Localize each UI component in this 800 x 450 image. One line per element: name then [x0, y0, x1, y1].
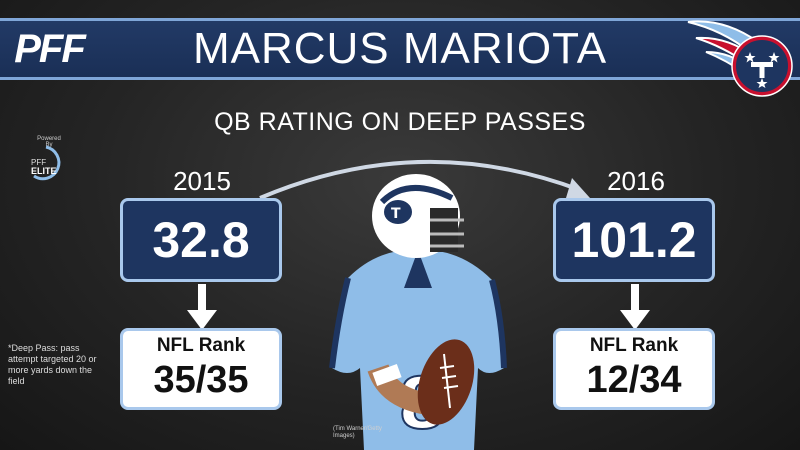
player-name: MARCUS MARIOTA	[192, 24, 608, 73]
rank-2015-box: NFL Rank 35/35	[120, 328, 282, 410]
rank-2015-value: 35/35	[153, 359, 249, 401]
pff-logo: PFF	[14, 27, 86, 71]
quarterback-photo: 8 T	[329, 174, 507, 450]
year-2015-label: 2015	[173, 166, 231, 196]
header-banner	[0, 18, 800, 80]
chart-subtitle: QB RATING ON DEEP PASSES	[214, 108, 586, 136]
pff-elite-text: ELITE	[31, 166, 57, 176]
curved-arrow-icon	[259, 159, 590, 200]
photo-credit: (Tim Warner/Getty Images)	[333, 426, 382, 439]
year-2016-label: 2016	[607, 166, 665, 196]
svg-text:T: T	[391, 206, 401, 222]
down-arrow-icon	[620, 284, 650, 330]
pff-elite-ring-icon	[33, 145, 61, 181]
titans-logo-icon	[687, 20, 793, 97]
rating-2016-box: 101.2	[553, 198, 715, 282]
rating-2015-box: 32.8	[120, 198, 282, 282]
deep-pass-footnote: *Deep Pass: pass attempt targeted 20 or …	[8, 343, 97, 386]
rank-2015-label: NFL Rank	[156, 335, 246, 356]
down-arrow-icon	[187, 284, 217, 330]
rank-2016-label: NFL Rank	[589, 335, 679, 356]
rank-2016-value: 12/34	[586, 359, 682, 401]
pff-elite-pff-text: PFF	[31, 158, 47, 167]
rank-2016-box: NFL Rank 12/34	[553, 328, 715, 410]
powered-by-label: Powered By	[37, 136, 61, 148]
